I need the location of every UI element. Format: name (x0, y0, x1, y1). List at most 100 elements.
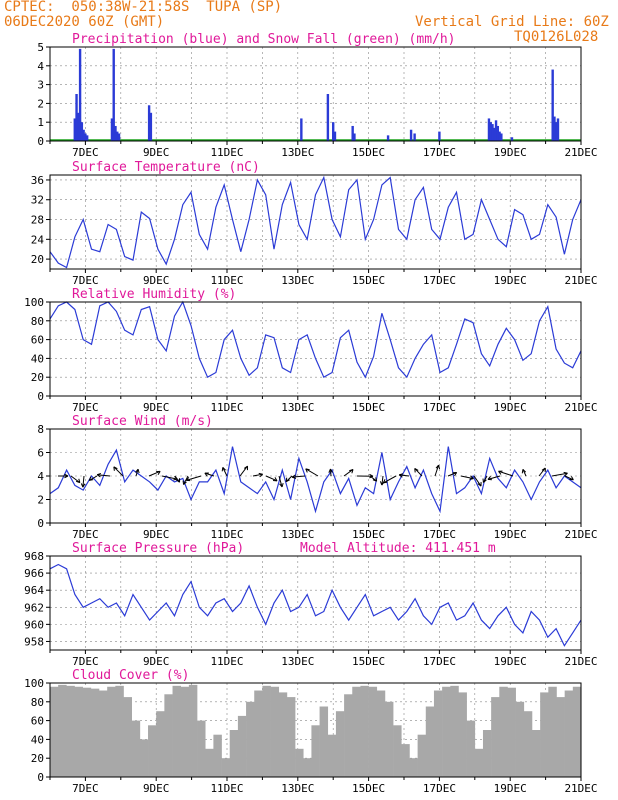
precip-bar (147, 105, 151, 141)
wind-arrow-shaft (487, 475, 501, 480)
cloud-bar (107, 686, 116, 777)
cloud-bar (221, 758, 231, 777)
precip-bar (110, 118, 114, 141)
x-tick-label: 15DEC (352, 528, 385, 541)
cloud-bar (319, 706, 329, 777)
header-date: 06DEC2020 60Z (GMT) (4, 14, 165, 30)
cloud-bar (148, 725, 157, 777)
cloud-bar (556, 697, 565, 777)
x-tick-label: 17DEC (423, 274, 456, 287)
cloud-bar (156, 711, 165, 777)
wind-arrow-head (349, 468, 354, 474)
cloud-bar (433, 690, 443, 777)
wind-arrow-head (569, 476, 574, 481)
x-tick-label: 17DEC (423, 528, 456, 541)
precip-bar (300, 118, 303, 141)
precip-bar (75, 94, 78, 141)
wind-arrow-head (469, 475, 474, 480)
x-tick-label: 15DEC (352, 274, 385, 287)
precip-bar (149, 112, 153, 141)
wind-arrow-shaft (399, 474, 410, 477)
wind-arrow-head (328, 468, 333, 473)
cloud-bar (188, 684, 198, 777)
x-tick-label: 7DEC (72, 146, 99, 159)
wind-arrow-shaft (414, 468, 423, 477)
precip-bar (489, 122, 492, 141)
wind-arrow-shaft (113, 466, 124, 477)
precip-bar (487, 118, 491, 141)
cloud-bar (213, 734, 222, 777)
pres-series-line (49, 563, 582, 647)
cloud-bar (303, 758, 312, 777)
y-tick-label: 0 (37, 771, 44, 784)
wind-arrow-head (435, 464, 441, 470)
cloud-bar (295, 748, 304, 777)
wind-arrow-shaft (222, 467, 228, 477)
y-tick-label: 5 (37, 41, 44, 54)
wind-arrow-shaft (239, 465, 248, 477)
wind-arrow-head (305, 468, 310, 473)
cloud-bar (180, 686, 190, 777)
precip-bar (386, 135, 390, 141)
cloud-bar (482, 730, 492, 777)
wind-arrow-shaft (329, 468, 332, 477)
x-tick-label: 17DEC (423, 782, 456, 795)
cloud-bar (66, 685, 75, 777)
cloud-bar (123, 697, 132, 777)
cloud-bar (376, 690, 386, 777)
precip-bar (351, 125, 354, 141)
y-tick-label: 36 (31, 174, 44, 187)
x-tick-label: 21DEC (564, 146, 597, 159)
pres-annotation: Model Altitude: 411.451 m (300, 541, 496, 556)
x-tick-label: 9DEC (143, 146, 170, 159)
x-tick-label: 21DEC (564, 655, 597, 668)
y-tick-label: 40 (31, 733, 44, 746)
cloud-bar (507, 687, 516, 777)
wind-arrow-head (221, 467, 226, 472)
y-tick-label: 32 (31, 194, 44, 207)
precip-bar (84, 133, 87, 141)
cloud-frame (49, 682, 582, 778)
wind-arrow-head (156, 470, 161, 475)
cloud-bar (90, 688, 100, 777)
cloud-bar (115, 685, 124, 777)
y-tick-label: 4 (37, 60, 44, 73)
cloud-bar (164, 694, 173, 777)
pres-title: Surface Pressure (hPa) (72, 541, 244, 556)
x-tick-label: 19DEC (494, 655, 527, 668)
y-tick-label: 80 (31, 696, 44, 709)
cloud-bar (139, 739, 149, 777)
precip-bar (332, 122, 335, 141)
wind-arrow-head (185, 476, 191, 482)
x-tick-label: 9DEC (143, 274, 170, 287)
x-tick-label: 21DEC (564, 528, 597, 541)
precip-bar (353, 133, 356, 141)
cloud-bar (50, 686, 59, 777)
x-tick-label: 19DEC (494, 782, 527, 795)
x-tick-label: 15DEC (352, 782, 385, 795)
wind-arrow-head (291, 474, 297, 479)
y-tick-label: 80 (31, 315, 44, 328)
y-tick-label: 8 (37, 423, 44, 436)
x-tick-label: 11DEC (210, 401, 243, 414)
x-tick-label: 9DEC (143, 782, 170, 795)
x-tick-label: 7DEC (72, 401, 99, 414)
wind-arrow-head (80, 483, 86, 488)
precip-bar (551, 69, 554, 141)
wind-arrow-shaft (538, 467, 546, 477)
cloud-bar (352, 686, 361, 777)
cloud-bar (229, 730, 239, 777)
y-tick-label: 60 (31, 715, 44, 728)
wind-arrow-head (482, 478, 487, 483)
wind-arrow-shaft (447, 472, 457, 477)
precip-bar (77, 112, 80, 141)
x-tick-label: 15DEC (352, 146, 385, 159)
rh-title: Relative Humidity (%) (72, 287, 236, 302)
precip-bar (78, 48, 82, 141)
wind-arrow-head (279, 483, 284, 488)
x-tick-label: 13DEC (281, 274, 314, 287)
x-tick-label: 13DEC (281, 655, 314, 668)
y-tick-label: 20 (31, 253, 44, 266)
cloud-bar (450, 685, 459, 777)
